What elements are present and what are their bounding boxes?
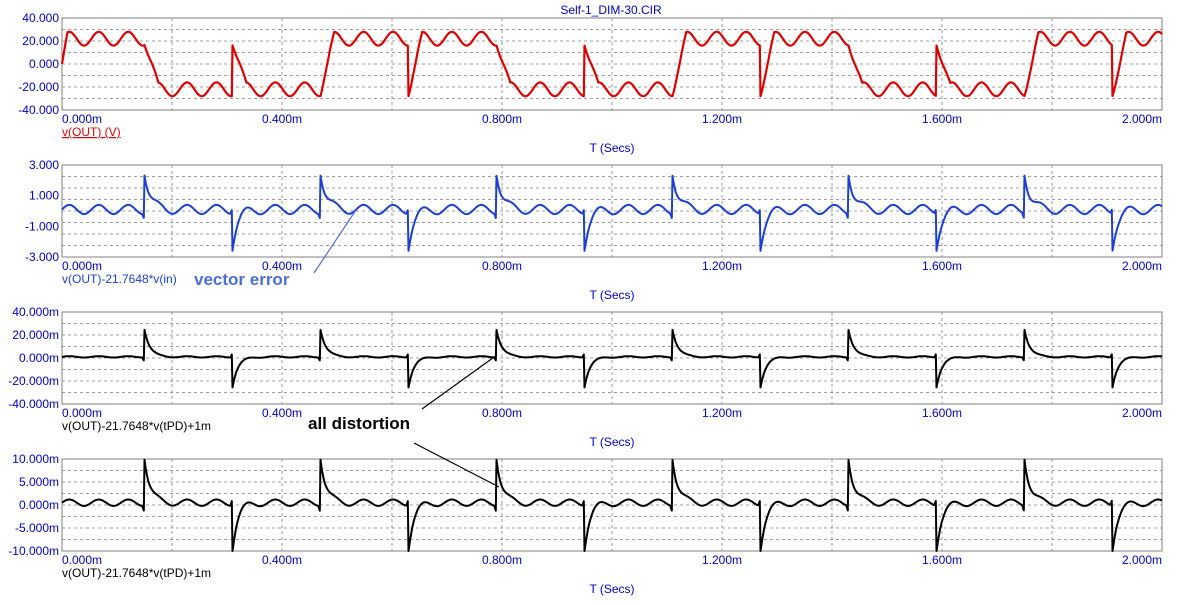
x-tick-label: 1.200m [702, 406, 742, 420]
x-tick-label: 1.200m [702, 112, 742, 126]
x-tick-label: 0.400m [262, 259, 302, 273]
distortion-pointer-lower [413, 442, 500, 488]
chart-panel-4: 10.000m5.000m0.000m-5.000m-10.000m0.000m… [8, 452, 1163, 596]
series-line [60, 30, 1163, 98]
y-tick-label: 0.000 [29, 57, 59, 71]
x-tick-label: 1.600m [922, 259, 962, 273]
y-tick-label: 40.000 [22, 11, 59, 25]
x-axis-label: T (Secs) [589, 582, 634, 596]
y-tick-label: 0.000m [19, 351, 59, 365]
y-tick-label: -5.000m [15, 521, 59, 535]
y-tick-label: 10.000m [12, 452, 59, 466]
y-tick-label: -1.000 [25, 219, 59, 233]
y-tick-label: 0.000m [19, 498, 59, 512]
x-tick-label: 0.000m [62, 406, 102, 420]
distortion-pointer-upper [421, 354, 498, 410]
x-tick-label: 2.000m [1122, 259, 1162, 273]
series-legend: v(OUT)-21.7648*v(tPD)+1m [62, 419, 211, 433]
series-legend: v(OUT)-21.7648*v(tPD)+1m [62, 566, 211, 580]
y-tick-label: -10.000m [8, 544, 59, 558]
y-tick-label: -20.000 [18, 80, 59, 94]
series-line [61, 328, 1163, 389]
y-tick-label: -40.000 [18, 103, 59, 117]
x-tick-label: 2.000m [1122, 553, 1162, 567]
x-tick-label: 0.000m [62, 553, 102, 567]
x-tick-label: 0.400m [262, 553, 302, 567]
x-tick-label: 2.000m [1122, 112, 1162, 126]
vector-error-annotation: vector error [194, 270, 290, 289]
vector-error-pointer [313, 209, 357, 274]
y-tick-label: 5.000m [19, 475, 59, 489]
x-tick-label: 0.800m [482, 112, 522, 126]
x-tick-label: 0.800m [482, 259, 522, 273]
x-tick-label: 1.600m [922, 553, 962, 567]
x-tick-label: 0.800m [482, 553, 522, 567]
x-tick-label: 0.400m [262, 112, 302, 126]
series-legend: v(OUT) (V) [62, 125, 121, 139]
x-tick-label: 2.000m [1122, 406, 1162, 420]
all-distortion-annotation: all distortion [308, 414, 410, 433]
x-tick-label: 0.000m [62, 259, 102, 273]
y-tick-label: 1.000 [29, 189, 59, 203]
series-line [61, 174, 1163, 252]
y-tick-label: -20.000m [8, 374, 59, 388]
x-tick-label: 1.200m [702, 259, 742, 273]
x-tick-label: 1.600m [922, 406, 962, 420]
y-tick-label: 20.000 [22, 34, 59, 48]
y-tick-label: -3.000 [25, 250, 59, 264]
x-tick-label: 1.600m [922, 112, 962, 126]
y-tick-label: 20.000m [12, 328, 59, 342]
series-legend: v(OUT)-21.7648*v(in) [62, 272, 177, 286]
y-tick-label: 40.000m [12, 305, 59, 319]
x-tick-label: 0.800m [482, 406, 522, 420]
x-axis-label: T (Secs) [589, 288, 634, 302]
x-axis-label: T (Secs) [589, 435, 634, 449]
x-tick-label: 0.000m [62, 112, 102, 126]
series-line [61, 458, 1163, 552]
x-tick-label: 0.400m [262, 406, 302, 420]
x-axis-label: T (Secs) [589, 141, 634, 155]
x-tick-label: 1.200m [702, 553, 742, 567]
y-tick-label: 3.000 [29, 158, 59, 172]
plot-title: Self-1_DIM-30.CIR [560, 3, 662, 17]
y-tick-label: -40.000m [8, 397, 59, 411]
chart-panel-3: 40.000m20.000m0.000m-20.000m-40.000m0.00… [8, 305, 1163, 449]
